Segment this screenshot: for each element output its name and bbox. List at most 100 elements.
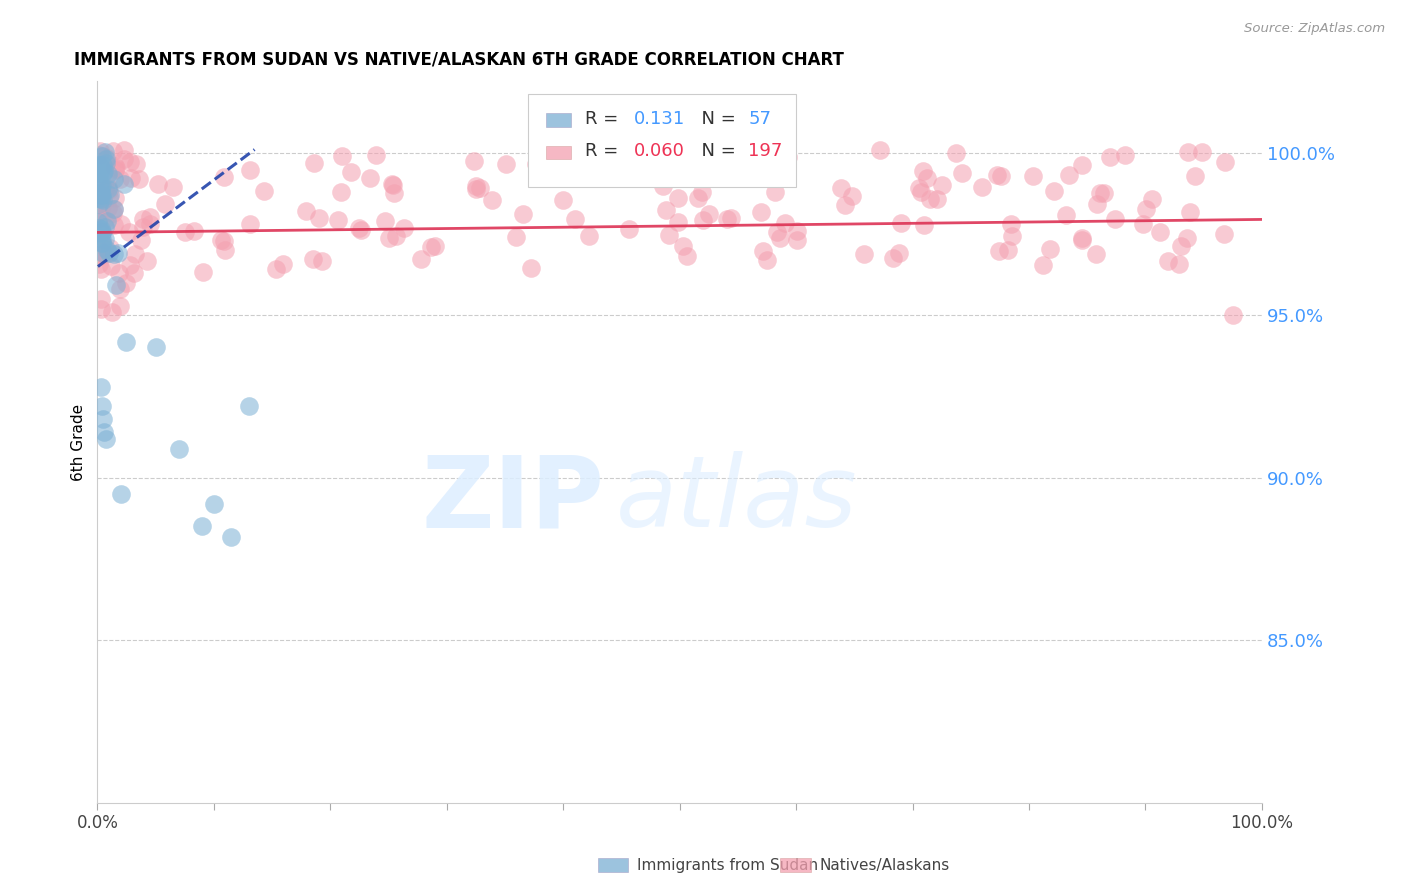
Point <box>755 253 778 268</box>
Point <box>94 241 117 255</box>
Point <box>834 198 856 212</box>
Point <box>841 189 863 203</box>
Point <box>89 244 111 258</box>
Point <box>997 243 1019 257</box>
Point <box>1071 231 1094 245</box>
Point <box>87 249 110 263</box>
Point <box>273 257 295 271</box>
Point <box>91 246 114 260</box>
Point <box>91 412 114 426</box>
Point <box>97 190 120 204</box>
Point <box>97 182 120 196</box>
Point <box>89 165 111 179</box>
Point <box>524 157 547 171</box>
Point <box>90 181 112 195</box>
Point <box>672 239 695 253</box>
Point <box>97 201 120 215</box>
Point <box>105 277 128 292</box>
Point <box>374 214 396 228</box>
Point <box>707 166 730 180</box>
Point <box>89 177 111 191</box>
Point <box>617 221 640 235</box>
Point <box>987 244 1010 258</box>
Point <box>661 146 683 161</box>
Point <box>89 191 111 205</box>
Point <box>118 258 141 272</box>
Point <box>132 211 155 226</box>
Point <box>1054 208 1077 222</box>
Point <box>253 184 276 198</box>
Point <box>1132 217 1154 231</box>
Point <box>87 204 110 219</box>
Point <box>93 247 115 261</box>
Point <box>775 216 797 230</box>
Point <box>1071 158 1094 172</box>
Point <box>103 218 125 232</box>
Point <box>239 162 262 177</box>
Point <box>214 169 236 184</box>
Point <box>385 228 408 243</box>
Point <box>124 157 146 171</box>
Point <box>495 157 517 171</box>
Point <box>666 215 689 229</box>
Text: IMMIGRANTS FROM SUDAN VS NATIVE/ALASKAN 6TH GRADE CORRELATION CHART: IMMIGRANTS FROM SUDAN VS NATIVE/ALASKAN … <box>75 51 844 69</box>
Point <box>238 399 260 413</box>
Point <box>90 179 112 194</box>
Text: Immigrants from Sudan: Immigrants from Sudan <box>637 858 818 872</box>
Point <box>98 188 121 202</box>
Point <box>766 225 789 239</box>
Point <box>1084 247 1107 261</box>
Point <box>90 380 112 394</box>
Point <box>1085 197 1108 211</box>
Point <box>751 244 773 259</box>
Point <box>98 183 121 197</box>
Point <box>769 153 792 167</box>
Point <box>1032 258 1054 272</box>
Point <box>148 178 170 192</box>
Point <box>87 158 110 172</box>
Point <box>103 202 125 216</box>
Point <box>108 282 131 296</box>
Point <box>101 206 124 220</box>
Point <box>97 246 120 260</box>
Point <box>91 399 114 413</box>
Point <box>90 188 112 202</box>
Point <box>347 220 370 235</box>
Point <box>326 213 349 227</box>
Point <box>1071 233 1094 247</box>
Point <box>90 199 112 213</box>
Point <box>131 234 153 248</box>
Point <box>553 194 575 208</box>
Text: 57: 57 <box>748 110 772 128</box>
Point <box>91 158 114 172</box>
Point <box>986 168 1008 182</box>
Point <box>239 217 262 231</box>
Point <box>96 156 118 170</box>
Point <box>1135 202 1157 217</box>
Point <box>105 161 128 176</box>
Point <box>90 149 112 163</box>
Text: Natives/Alaskans: Natives/Alaskans <box>820 858 950 872</box>
Point <box>103 145 125 159</box>
Point <box>87 256 110 270</box>
Point <box>686 191 709 205</box>
Point <box>1149 226 1171 240</box>
Point <box>910 186 932 200</box>
Point <box>155 197 177 211</box>
Point <box>945 145 967 160</box>
Point <box>93 425 115 440</box>
Point <box>786 224 808 238</box>
Point <box>409 252 432 266</box>
Point <box>94 232 117 246</box>
Point <box>124 266 146 280</box>
Point <box>908 181 931 195</box>
Point <box>112 178 135 192</box>
Point <box>107 266 129 280</box>
Point <box>520 261 543 276</box>
Point <box>419 240 441 254</box>
FancyBboxPatch shape <box>529 94 796 187</box>
Point <box>1191 145 1213 159</box>
Point <box>110 217 132 231</box>
Point <box>350 223 373 237</box>
Point <box>110 487 132 501</box>
